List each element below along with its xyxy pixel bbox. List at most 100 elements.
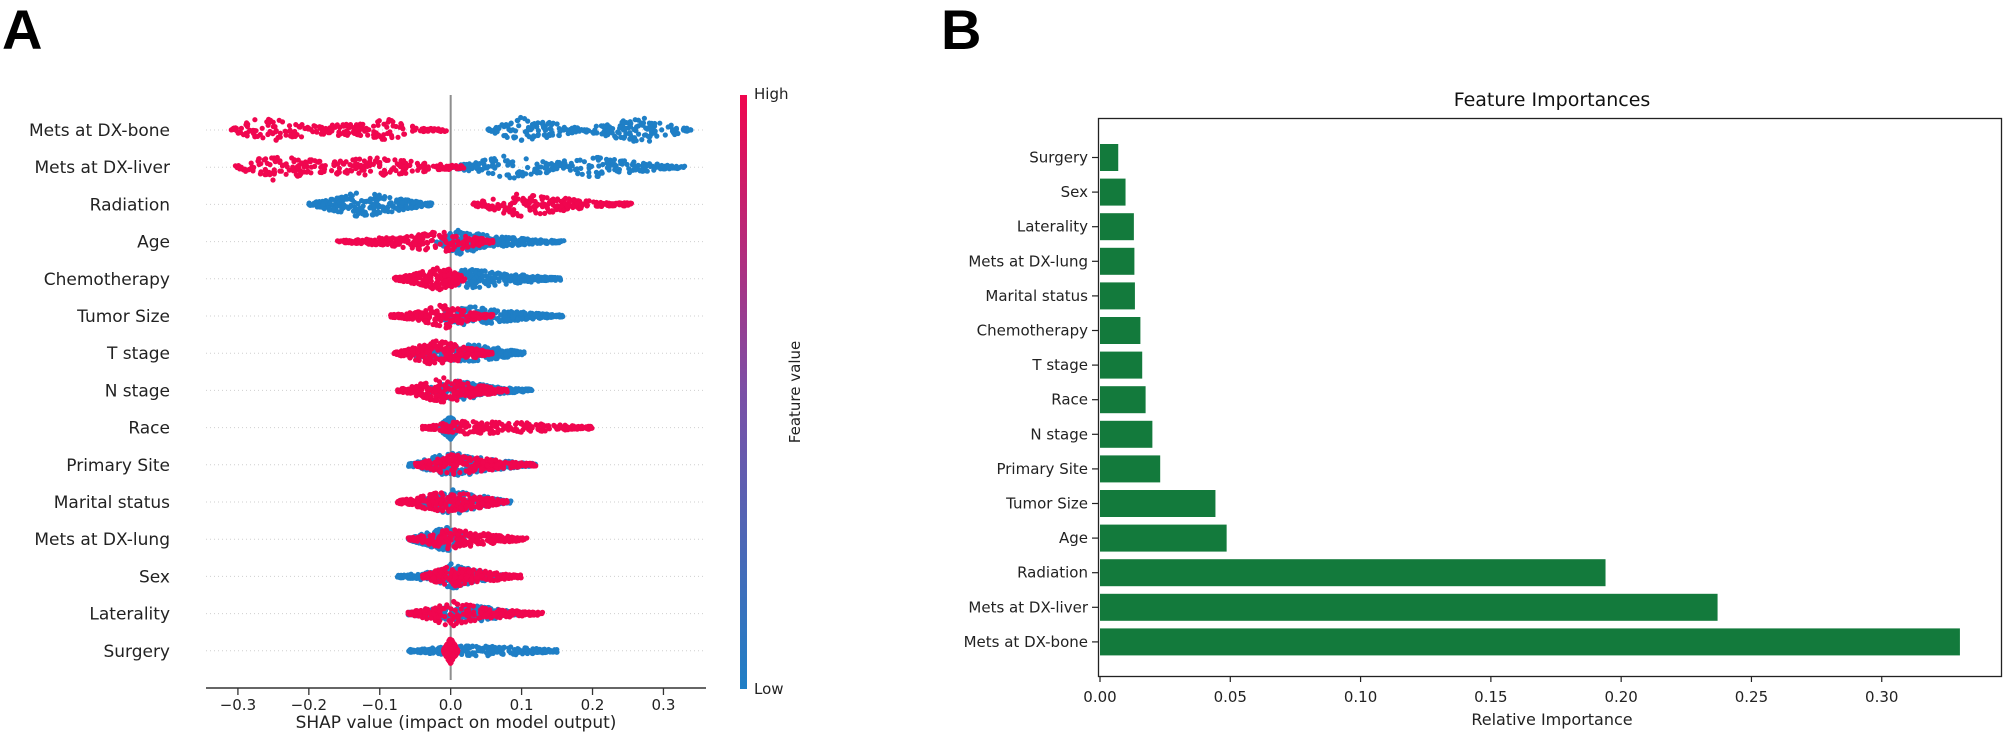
shap-point <box>518 114 524 121</box>
shap-point <box>474 235 480 241</box>
shap-point <box>540 424 546 430</box>
shap-point <box>354 213 360 219</box>
shap-point <box>640 122 646 128</box>
shap-point <box>533 210 539 216</box>
shap-point <box>539 204 546 210</box>
shap-point <box>449 242 455 248</box>
shap-point <box>512 279 518 285</box>
shap-point <box>450 246 456 252</box>
shap-point <box>550 120 556 126</box>
shap-points <box>228 114 694 666</box>
shap-point <box>505 162 511 168</box>
shap-point <box>336 165 342 171</box>
shap-point <box>283 171 289 177</box>
shap-point <box>365 132 371 138</box>
shap-point <box>652 128 658 134</box>
shap-point <box>337 124 343 131</box>
shap-point <box>507 274 513 280</box>
shap-point <box>502 310 508 316</box>
shap-point <box>429 237 435 243</box>
shap-point <box>431 342 438 348</box>
shap-point <box>528 171 534 177</box>
shap-point <box>341 129 347 135</box>
shap-point <box>360 121 366 127</box>
shap-point <box>548 127 554 133</box>
shap-point <box>364 163 370 169</box>
shap-point <box>394 205 400 211</box>
shap-point <box>593 169 600 175</box>
shap-point <box>596 203 602 209</box>
shap-point <box>469 267 475 273</box>
shap-point <box>436 379 443 385</box>
shap-point <box>293 171 299 178</box>
shap-point <box>359 198 365 204</box>
shap-point <box>605 202 611 208</box>
shap-point <box>455 241 461 248</box>
shap-point <box>450 455 456 461</box>
shap-point <box>443 422 449 428</box>
shap-point <box>511 427 517 433</box>
shap-point <box>511 350 517 356</box>
shap-point <box>575 171 581 177</box>
shap-point <box>413 204 419 211</box>
shap-point <box>398 121 404 127</box>
shap-point <box>559 314 565 320</box>
shap-point <box>518 429 524 435</box>
shap-point <box>410 128 416 134</box>
shap-point <box>389 209 395 215</box>
shap-point <box>277 130 283 136</box>
shap-point <box>542 165 548 171</box>
shap-point <box>574 125 580 131</box>
shap-point <box>443 428 449 434</box>
shap-point <box>561 238 567 244</box>
shap-point <box>659 127 665 133</box>
shap-point <box>542 314 548 320</box>
shap-point <box>468 392 474 398</box>
shap-point <box>506 206 512 213</box>
shap-point <box>375 202 381 208</box>
shap-point <box>259 125 265 131</box>
shap-point <box>433 393 439 399</box>
shap-point <box>407 310 413 316</box>
shap-point <box>519 237 526 243</box>
shap-point <box>490 196 496 202</box>
shap-point <box>510 163 516 169</box>
shap-point <box>554 426 560 432</box>
shap-point <box>301 169 307 175</box>
shap-point <box>505 427 512 433</box>
shap-point <box>256 161 262 168</box>
shap-point <box>593 123 599 129</box>
shap-point <box>525 124 532 131</box>
shap-point <box>558 127 564 133</box>
shap-point <box>600 123 607 129</box>
shap-point <box>422 359 428 365</box>
shap-point <box>408 158 414 164</box>
shap-point <box>501 271 507 277</box>
shap-point <box>486 352 492 358</box>
shap-point <box>570 203 576 210</box>
shap-point <box>376 118 382 124</box>
shap-point <box>451 471 457 477</box>
shap-point <box>445 453 451 459</box>
shap-point <box>460 461 466 467</box>
shap-point <box>452 271 458 277</box>
shap-point <box>308 170 314 176</box>
shap-point <box>599 170 605 176</box>
shap-point <box>580 127 587 134</box>
shap-point <box>371 123 377 129</box>
shap-point <box>425 166 431 172</box>
shap-point <box>329 168 335 174</box>
shap-point <box>427 386 433 392</box>
shap-point <box>530 198 536 204</box>
shap-point <box>432 388 439 394</box>
shap-point <box>336 199 342 205</box>
shap-point <box>392 157 398 163</box>
shap-point <box>432 317 438 323</box>
shap-point <box>450 278 456 285</box>
shap-point <box>496 419 502 426</box>
shap-point <box>388 313 394 319</box>
shap-point <box>465 313 471 319</box>
shap-point <box>267 172 273 178</box>
shap-point <box>449 312 455 318</box>
shap-point <box>531 121 538 127</box>
